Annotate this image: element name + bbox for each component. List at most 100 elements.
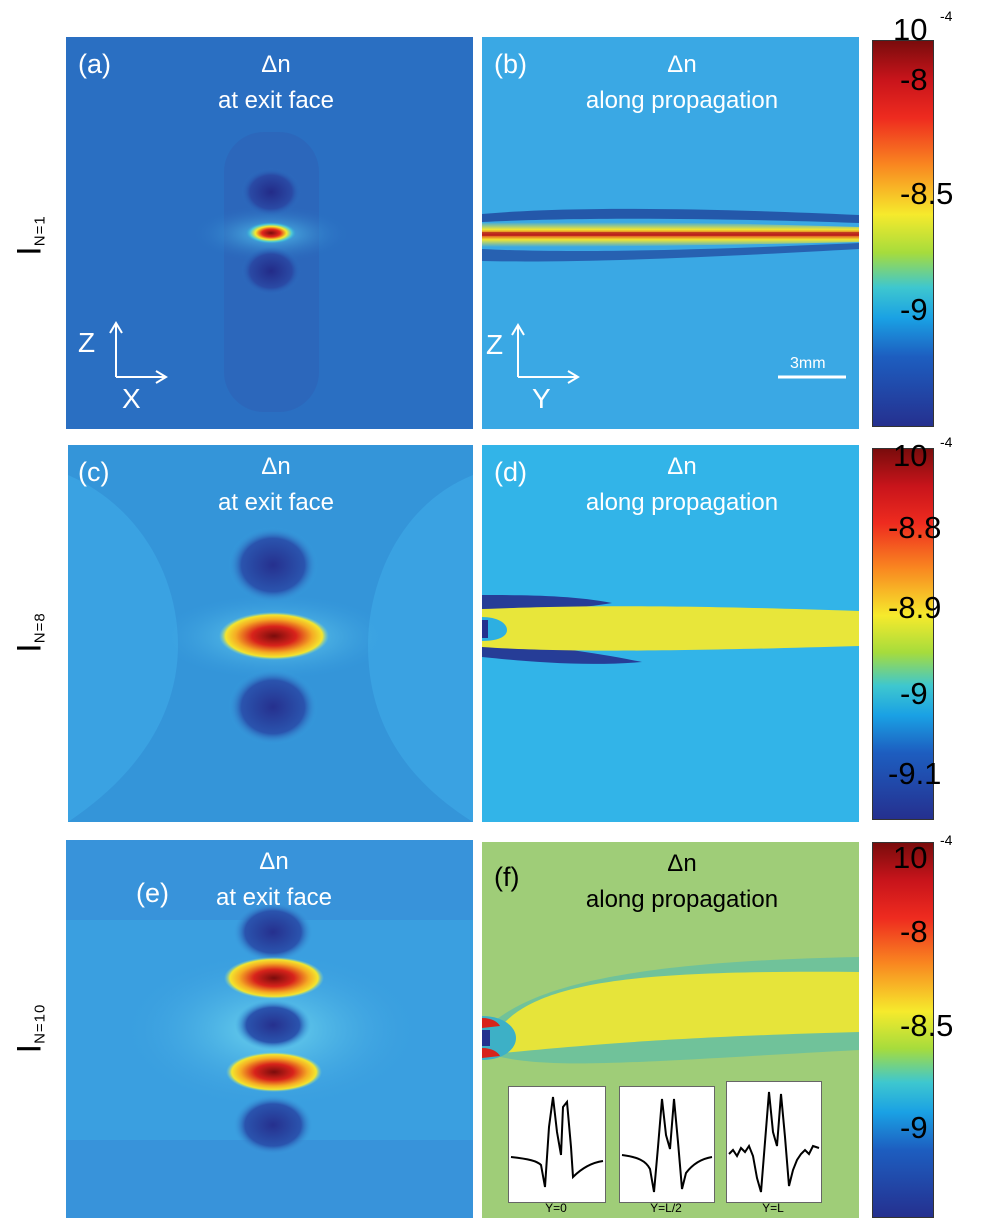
inset-caption-y0: Y=0 [545, 1201, 567, 1215]
panel-b-tag: (b) [494, 49, 527, 79]
panel-a-exit-face: (a) Δn at exit face Z X [66, 37, 473, 429]
inset-profile-yl [726, 1081, 822, 1203]
panel-f-field [482, 957, 859, 1064]
inset-2-curve [621, 1098, 713, 1193]
panel-a-axis-x: X [122, 383, 141, 414]
row-label-main: I [10, 1043, 49, 1053]
a-upper-lobe [241, 168, 301, 216]
colorbar-exponent-base: 10 [893, 438, 928, 473]
panel-d-title: Δn along propagation [552, 449, 812, 521]
panel-a-axes-icon [109, 321, 168, 384]
panel-c-field [68, 445, 473, 822]
panel-d-title-line2: along propagation [585, 489, 779, 516]
e-upper-core [224, 957, 324, 999]
colorbar-2-exponent: 10 [893, 438, 927, 474]
panel-a-tag: (a) [78, 49, 111, 79]
colorbar-2 [872, 448, 934, 820]
colorbar-1-exp-power: -4 [940, 8, 953, 24]
inset-1-curve [510, 1096, 604, 1188]
panel-d-title-line1: Δn [667, 453, 697, 480]
panel-b-title-line2: along propagation [585, 87, 779, 114]
panel-c-title-line2: at exit face [217, 489, 335, 516]
colorbar-2-tick-2: -8.9 [888, 590, 942, 625]
colorbar-3 [872, 842, 934, 1218]
inset-profile-yl2 [619, 1086, 715, 1203]
panel-d-tag: (d) [494, 457, 527, 487]
panel-f-tag: (f) [494, 862, 520, 892]
f-lower-red [482, 1048, 500, 1058]
colorbar-1-exponent: 10 [893, 12, 927, 48]
row-label-sub: N=10 [31, 1003, 49, 1044]
panel-f-title-line1: Δn [667, 850, 697, 877]
colorbar-3-tick-3: -9 [900, 1110, 928, 1145]
colorbar-3-tick-2: -8.5 [900, 1008, 954, 1043]
panel-d-field [482, 595, 859, 664]
f-upper-red [482, 1018, 500, 1028]
row-label-n8: IN=8 [0, 440, 60, 825]
c-core [219, 612, 329, 660]
colorbar-1-tick-1: -8 [900, 62, 928, 97]
panel-b-title: Δn along propagation [552, 47, 812, 119]
panel-c-title-line1: Δn [261, 453, 291, 480]
panel-c-title: Δn at exit face [176, 449, 376, 521]
b-upper-dark-band [482, 208, 859, 223]
colorbar-2-tick-1: -8.8 [888, 510, 942, 545]
b-lower-dark-band [482, 243, 859, 262]
f-dark-notch [482, 1030, 490, 1046]
e-top-lobe [233, 902, 313, 962]
e-lower-core [226, 1052, 322, 1092]
colorbar-exponent-base: 10 [893, 12, 928, 47]
panel-f-propagation: (f) Δn along propagation Y=0 Y=L/2 Y=L [482, 842, 859, 1218]
panel-c-exit-face: (c) Δn at exit face [68, 445, 473, 822]
row-label-n10: IN=10 [0, 838, 60, 1218]
panel-e-title-line1: Δn [259, 848, 289, 875]
inset-caption-yl2: Y=L/2 [650, 1201, 682, 1215]
panel-d-propagation: (d) Δn along propagation [482, 445, 859, 822]
inset-profile-y0 [508, 1086, 606, 1203]
panel-a-title-line1: Δn [261, 51, 291, 78]
d-beam [482, 606, 859, 651]
panel-b-axis-y: Y [532, 383, 551, 414]
panel-a-field [191, 132, 351, 412]
colorbar-1-tick-2: -8.5 [900, 176, 954, 211]
panel-b-propagation: (b) Δn along propagation Z Y 3mm [482, 37, 859, 429]
panel-b-axes-icon [511, 323, 846, 384]
panel-e-tag: (e) [136, 878, 169, 908]
a-lower-lobe [241, 247, 301, 295]
panel-e-title-line2: at exit face [215, 884, 333, 911]
panel-f-title-line2: along propagation [585, 886, 779, 913]
row-label-main: I [10, 245, 49, 256]
colorbar-exponent-base: 10 [893, 840, 928, 875]
colorbar-3-exp-power: -4 [940, 832, 953, 848]
colorbar-2-exp-power: -4 [940, 434, 953, 450]
e-bottom-lobe [233, 1095, 313, 1155]
colorbar-1 [872, 40, 934, 427]
row-label-main: I [10, 643, 49, 653]
panel-f-title: Δn along propagation [552, 846, 812, 918]
colorbar-1-tick-3: -9 [900, 292, 928, 327]
inset-caption-yl: Y=L [762, 1201, 784, 1215]
panel-b-title-line1: Δn [667, 51, 697, 78]
row-label-sub: N=8 [31, 612, 49, 644]
colorbar-3-tick-1: -8 [900, 914, 928, 949]
e-mid-lobe [235, 1000, 311, 1050]
colorbar-3-exponent: 10 [893, 840, 927, 876]
scale-bar-label: 3mm [790, 355, 826, 372]
panel-a-title: Δn at exit face [176, 47, 376, 119]
panel-e-field [66, 840, 473, 1218]
colorbar-2-tick-3: -9 [900, 676, 928, 711]
inset-3-curve [728, 1091, 820, 1193]
a-core [245, 222, 297, 244]
f-beam [490, 971, 859, 1054]
c-upper-lobe [228, 527, 318, 603]
panel-a-title-line2: at exit face [217, 87, 335, 114]
row-label-n1: IN=1 [0, 40, 60, 430]
c-lower-lobe [228, 669, 318, 745]
panel-c-tag: (c) [78, 457, 110, 487]
colorbar-2-tick-4: -9.1 [888, 756, 942, 791]
panel-e-title: Δn at exit face [174, 844, 374, 916]
panel-a-axis-z: Z [78, 327, 96, 358]
panel-e-exit-face: (e) Δn at exit face [66, 840, 473, 1218]
panel-b-field [482, 208, 859, 262]
panel-b-axis-z: Z [486, 329, 504, 360]
